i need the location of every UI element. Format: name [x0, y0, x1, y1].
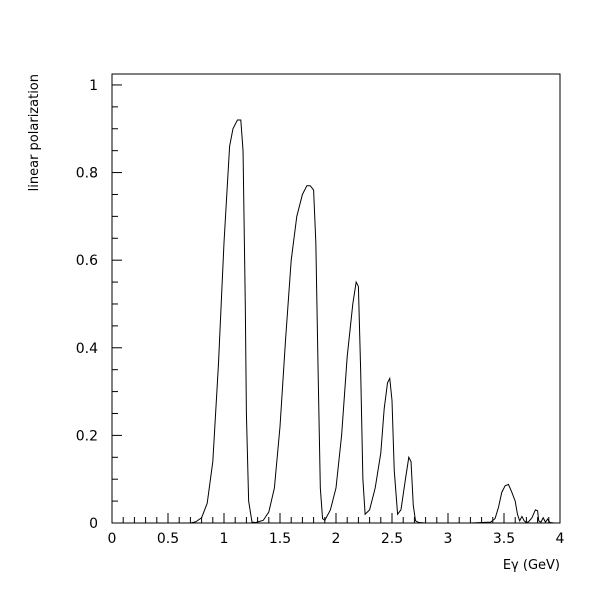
x-axis-ticks [111, 513, 561, 523]
x-tick-label: 1.5 [269, 531, 291, 547]
y-tick-label: 0.2 [76, 428, 98, 444]
x-tick-label: 2.5 [381, 531, 403, 547]
x-axis-label: Eγ (GeV) [503, 558, 560, 573]
x-tick-label: 0.5 [157, 531, 179, 547]
y-tick-label: 0.4 [76, 341, 98, 357]
x-tick-label: 0 [108, 531, 117, 547]
y-axis-label: linear polarization [27, 74, 42, 191]
x-axis-tick-labels: 0 0.5 1 1.5 2 2.5 3 3.5 4 [108, 531, 565, 547]
y-axis-tick-labels: 0 0.2 0.4 0.6 0.8 1 [76, 78, 98, 532]
x-tick-label: 3 [444, 531, 453, 547]
y-axis-ticks [112, 84, 122, 524]
y-tick-label: 1 [89, 78, 98, 94]
x-tick-label: 2 [332, 531, 341, 547]
polarization-curve [112, 119, 560, 524]
y-tick-label: 0.6 [76, 253, 98, 269]
x-tick-label: 1 [220, 531, 229, 547]
y-tick-label: 0 [89, 516, 98, 532]
x-tick-label: 4 [556, 531, 565, 547]
y-tick-label: 0.8 [76, 166, 98, 182]
x-tick-label: 3.5 [493, 531, 515, 547]
plot-frame [111, 73, 561, 524]
